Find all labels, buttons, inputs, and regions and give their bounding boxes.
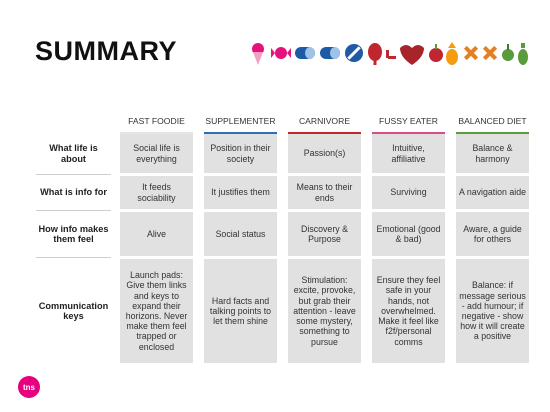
column-header-fussy-eater: FUSSY EATER bbox=[372, 110, 445, 134]
pineapple-icon bbox=[446, 42, 458, 65]
table-cell: Intuitive, affiliative bbox=[372, 134, 445, 173]
table-cell: Surviving bbox=[372, 176, 445, 209]
row-divider bbox=[36, 174, 111, 175]
row-label: What life is about bbox=[36, 134, 111, 173]
tns-logo: tns bbox=[18, 376, 40, 398]
table-cell: Balance & harmony bbox=[456, 134, 529, 173]
fruit-icon bbox=[502, 44, 514, 61]
table-row: How info makes them feel Alive Social st… bbox=[36, 212, 536, 256]
table-cell: It feeds sociability bbox=[120, 176, 193, 209]
table-cell: Position in their society bbox=[204, 134, 277, 173]
table-cell: Means to their ends bbox=[288, 176, 361, 209]
row-label: What is info for bbox=[36, 176, 111, 209]
table-cell: Launch pads: Give them links and keys to… bbox=[120, 259, 193, 363]
heart-icon bbox=[400, 45, 424, 65]
column-header-balanced-diet: BALANCED DIET bbox=[456, 110, 529, 134]
candy-icon bbox=[271, 47, 291, 59]
row-label: How info makes them feel bbox=[36, 212, 111, 256]
table-cell: Passion(s) bbox=[288, 134, 361, 173]
table-row: Communication keys Launch pads: Give the… bbox=[36, 259, 536, 363]
ham-icon bbox=[386, 50, 396, 59]
food-icon-strip bbox=[250, 40, 532, 66]
page-title: SUMMARY bbox=[35, 36, 177, 66]
crossed-fish-icon bbox=[463, 45, 479, 61]
table-cell: Discovery & Purpose bbox=[288, 212, 361, 256]
table-row: What is info for It feeds sociability It… bbox=[36, 176, 536, 209]
table-row: What life is about Social life is everyt… bbox=[36, 134, 536, 173]
bottle-icon bbox=[518, 43, 528, 65]
ice-cream-icon bbox=[252, 43, 264, 65]
table-cell: Stimulation: excite, provoke, but grab t… bbox=[288, 259, 361, 363]
summary-table: FAST FOODIE SUPPLEMENTER CARNIVORE FUSSY… bbox=[36, 110, 536, 372]
table-cell: Social status bbox=[204, 212, 277, 256]
column-header-fast-foodie: FAST FOODIE bbox=[120, 110, 193, 134]
crossed-fish-icon bbox=[482, 45, 498, 61]
row-divider bbox=[36, 210, 111, 211]
table-cell: It justifies them bbox=[204, 176, 277, 209]
apple-icon bbox=[429, 44, 443, 62]
table-cell: Hard facts and talking points to let the… bbox=[204, 259, 277, 363]
table-cell: A navigation aide bbox=[456, 176, 529, 209]
column-header-supplementer: SUPPLEMENTER bbox=[204, 110, 277, 134]
table-cell: Balance: if message serious - add humour… bbox=[456, 259, 529, 363]
row-divider bbox=[36, 257, 111, 258]
pill-icon bbox=[320, 47, 340, 59]
table-cell: Aware, a guide for others bbox=[456, 212, 529, 256]
row-label: Communication keys bbox=[36, 259, 111, 363]
meat-icon bbox=[368, 43, 382, 65]
no-sign-icon bbox=[345, 44, 363, 62]
table-cell: Ensure they feel safe in your hands, not… bbox=[372, 259, 445, 363]
table-cell: Alive bbox=[120, 212, 193, 256]
pill-icon bbox=[295, 47, 315, 59]
column-header-carnivore: CARNIVORE bbox=[288, 110, 361, 134]
table-cell: Social life is everything bbox=[120, 134, 193, 173]
table-cell: Emotional (good & bad) bbox=[372, 212, 445, 256]
